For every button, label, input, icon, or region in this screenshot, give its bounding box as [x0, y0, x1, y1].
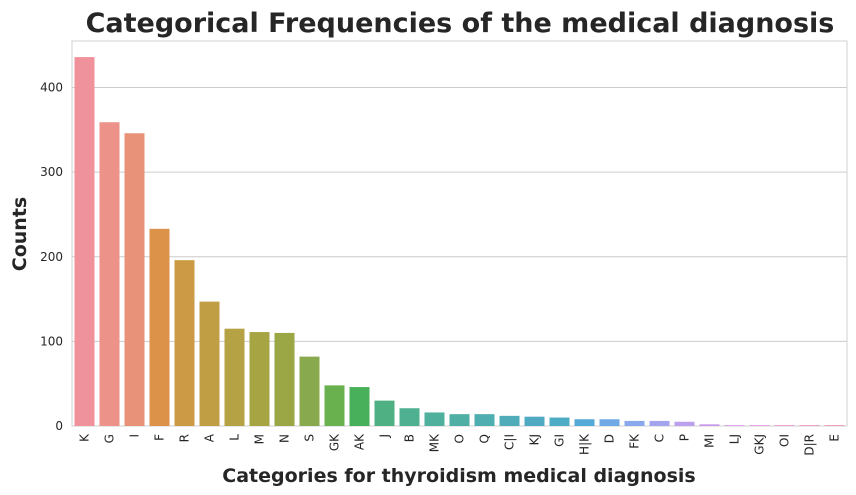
x-tick-label: L [228, 434, 242, 441]
y-tick-label: 0 [55, 419, 63, 433]
y-tick-label: 200 [40, 250, 63, 264]
bar-d [599, 419, 620, 426]
bar-p [674, 421, 695, 426]
x-tick-label: S [303, 434, 317, 442]
x-tick-label: MI [703, 434, 717, 448]
bar-gi [549, 417, 570, 426]
x-tick-label: GK [328, 433, 342, 451]
x-tick-label: F [153, 434, 167, 441]
x-tick-label: J [378, 434, 392, 439]
x-tick-label: I [128, 434, 142, 438]
y-tick-label: 300 [40, 165, 63, 179]
bar-gk [324, 385, 345, 426]
y-axis-label: Counts [9, 197, 31, 271]
y-tick-label: 400 [40, 81, 63, 95]
bar-ak [349, 387, 370, 426]
x-tick-label: KJ [528, 434, 542, 445]
y-tick-label: 100 [40, 334, 63, 348]
bar-kj [524, 416, 545, 426]
x-tick-label: FK [628, 433, 642, 449]
bar-f [149, 228, 170, 426]
x-tick-label: D [603, 434, 617, 443]
bar-d-r [799, 425, 820, 426]
bar-fk [624, 420, 645, 426]
bar-mi [699, 424, 720, 426]
bar-c [649, 420, 670, 426]
x-axis-ticks: K G I F R A L M N S GK AK J B MK O Q C|I KJ GI H|K D FK C P MI LJ G… [78, 433, 842, 456]
bar-c-i [499, 415, 520, 426]
x-tick-label: G [103, 434, 117, 443]
bar-b [399, 408, 420, 426]
x-tick-label: Q [478, 434, 492, 443]
bar-o [449, 414, 470, 426]
bar-i [124, 133, 145, 426]
x-tick-label: D|R [803, 434, 817, 456]
x-tick-label: O [453, 434, 467, 443]
x-tick-label: M [253, 434, 267, 444]
bars [74, 57, 845, 426]
x-tick-label: MK [428, 433, 442, 452]
x-tick-label: A [203, 433, 217, 442]
bar-s [299, 356, 320, 426]
bar-lj [724, 425, 745, 426]
bar-oi [774, 425, 795, 426]
x-tick-label: LJ [728, 434, 742, 444]
x-axis-label: Categories for thyroidism medical diagno… [222, 465, 695, 487]
x-tick-label: R [178, 434, 192, 442]
bar-q [474, 414, 495, 426]
bar-g [99, 122, 120, 426]
x-tick-label: GKJ [753, 434, 767, 455]
bar-n [274, 332, 295, 426]
bar-l [224, 328, 245, 426]
x-tick-label: K [78, 433, 92, 442]
bar-j [374, 400, 395, 426]
x-tick-label: B [403, 434, 417, 442]
x-tick-label: H|K [578, 433, 592, 455]
x-tick-label: C [653, 434, 667, 442]
x-tick-label: P [678, 434, 692, 441]
bar-a [199, 301, 220, 426]
x-tick-label: E [828, 434, 842, 442]
x-tick-label: C|I [503, 434, 517, 450]
bar-k [74, 57, 95, 426]
x-tick-label: AK [353, 433, 367, 450]
bar-m [249, 332, 270, 426]
bar-h-k [574, 419, 595, 426]
bar-r [174, 260, 195, 426]
y-axis-ticks: 0 100 200 300 400 [40, 81, 63, 433]
x-tick-label: OI [778, 434, 792, 447]
chart-title: Categorical Frequencies of the medical d… [86, 8, 835, 39]
bar-mk [424, 412, 445, 426]
bar-e [824, 425, 845, 426]
x-tick-label: GI [553, 434, 567, 447]
bar-gkj [749, 425, 770, 426]
x-tick-label: N [278, 434, 292, 443]
